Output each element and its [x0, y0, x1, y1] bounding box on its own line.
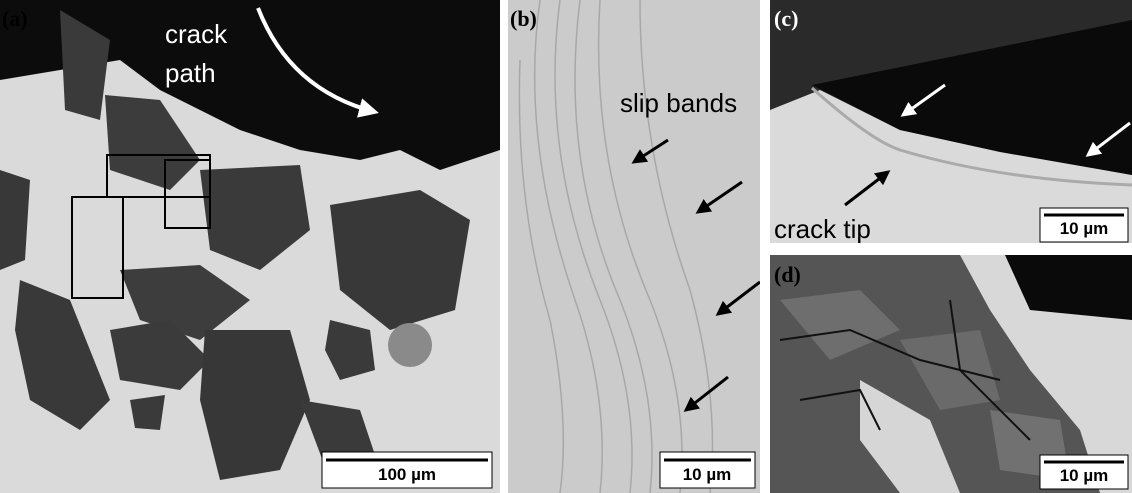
scale-bar-label: 10 µm — [1060, 219, 1109, 238]
panel-b: (b) slip bands 10 µm — [508, 0, 760, 493]
scale-bar-label: 100 µm — [378, 465, 436, 484]
annotation: path — [165, 58, 216, 88]
annotation: slip bands — [620, 88, 737, 118]
annotation: crack — [165, 19, 228, 49]
panel-label: (a) — [2, 6, 28, 31]
figure: (a) crack path 100 µm (b) slip bands 10 … — [0, 0, 1132, 493]
panel-c: (c) crack tip 10 µm — [770, 0, 1132, 244]
panel-label: (d) — [774, 262, 801, 287]
panel-label: (b) — [510, 6, 537, 31]
scale-bar-label: 10 µm — [683, 465, 732, 484]
panel-d: (d) 10 µm — [770, 255, 1132, 493]
annotation: crack tip — [774, 214, 871, 244]
panel-a: (a) crack path 100 µm — [0, 0, 500, 493]
scale-bar-label: 10 µm — [1060, 466, 1109, 485]
panel-label: (c) — [774, 6, 798, 31]
